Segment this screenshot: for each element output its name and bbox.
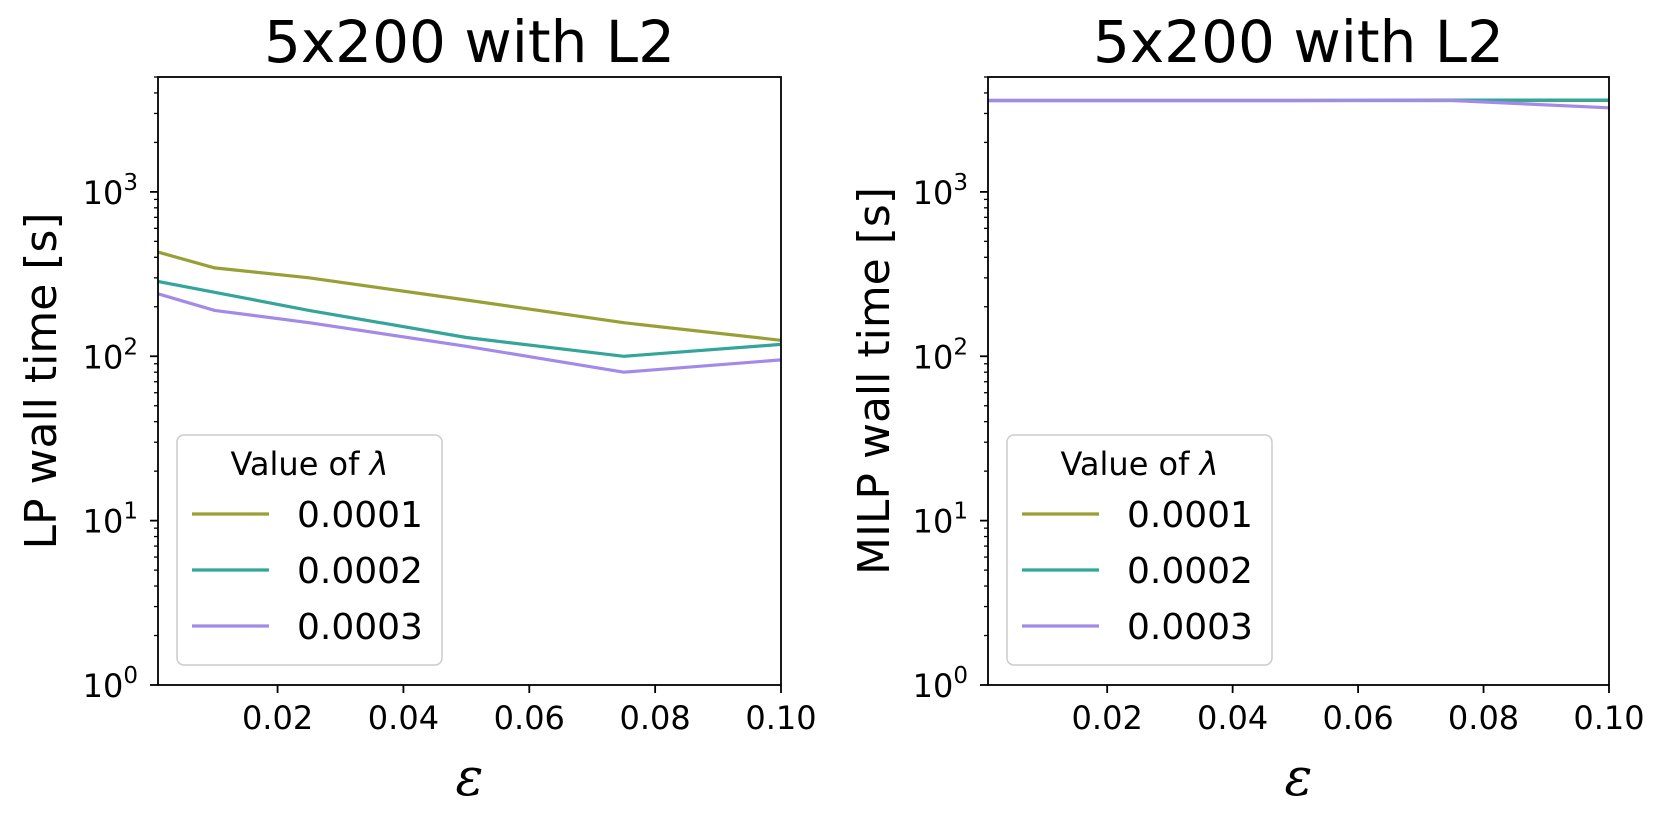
x-tick-label: 0.10: [1573, 699, 1644, 737]
legend-title: Value of λ: [231, 445, 389, 483]
y-tick-label: 103: [913, 170, 968, 212]
chart-title: 5x200 with L2: [264, 8, 675, 76]
legend: Value of λ 0.0001 0.0002 0.0003: [1007, 435, 1272, 665]
legend-entry-label: 0.0003: [1127, 607, 1253, 648]
y-tick-label: 102: [83, 334, 138, 376]
legend-entry-label: 0.0001: [297, 495, 423, 536]
y-tick-label: 100: [913, 663, 968, 705]
y-tick-label: 102: [913, 334, 968, 376]
legend: Value of λ 0.0001 0.0002 0.0003: [177, 435, 442, 665]
x-tick-label: 0.02: [1072, 699, 1143, 737]
chart-panel-1: 5x200 with L2 100 101 102 103 0.02 0.04 0.06 0.0…: [16, 8, 817, 808]
x-tick-label: 0.10: [745, 699, 816, 737]
series-line-0.0001: [158, 252, 781, 340]
x-tick-label: 0.08: [1448, 699, 1519, 737]
legend-entry-label: 0.0003: [297, 607, 423, 648]
y-tick-label: 100: [83, 663, 138, 705]
legend-entry-label: 0.0002: [1127, 551, 1253, 592]
chart-panel-2: 5x200 with L2 100 101 102 103 0.02 0.04 0.06 0.0…: [849, 8, 1645, 808]
x-tick-label: 0.04: [1197, 699, 1268, 737]
x-tick-label: 0.06: [1322, 699, 1393, 737]
x-axis-label: ε: [456, 748, 484, 808]
x-tick-label: 0.06: [494, 699, 565, 737]
y-axis-label: LP wall time [s]: [16, 212, 67, 549]
y-tick-label: 101: [913, 499, 968, 541]
legend-entry-label: 0.0001: [1127, 495, 1253, 536]
x-axis-label: ε: [1285, 748, 1313, 808]
legend-title: Value of λ: [1061, 445, 1219, 483]
chart-title: 5x200 with L2: [1093, 8, 1504, 76]
x-tick-label: 0.08: [620, 699, 691, 737]
x-tick-label: 0.02: [242, 699, 313, 737]
legend-entry-label: 0.0002: [297, 551, 423, 592]
y-tick-label: 101: [83, 499, 138, 541]
y-tick-label: 103: [83, 170, 138, 212]
series-line-0.0002: [158, 282, 781, 357]
y-axis-label: MILP wall time [s]: [849, 187, 900, 575]
series-line-0.0003: [158, 294, 781, 372]
x-tick-label: 0.04: [368, 699, 439, 737]
